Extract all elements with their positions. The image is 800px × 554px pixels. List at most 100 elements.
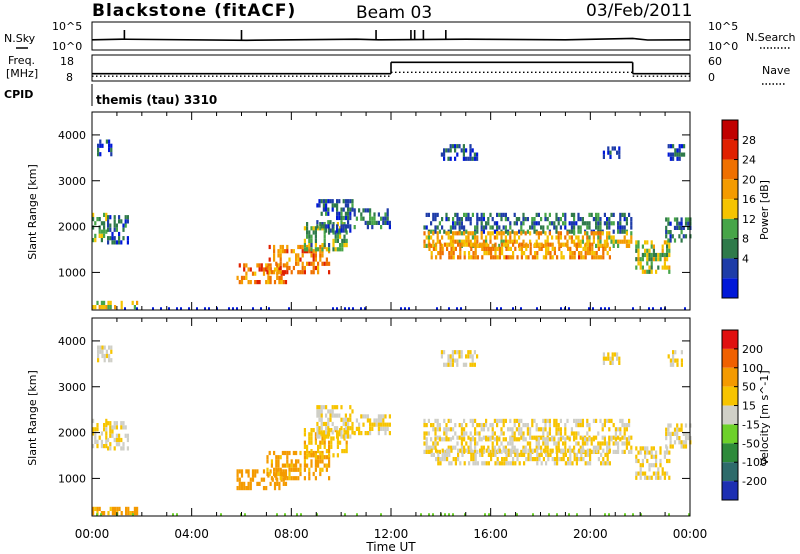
velocity-cell	[314, 453, 317, 458]
velocity-cell	[545, 452, 548, 457]
power-cell	[282, 263, 285, 268]
velocity-cell	[435, 448, 438, 453]
velocity-cell	[520, 452, 523, 457]
power-cell	[673, 217, 677, 222]
velocity-cell	[325, 455, 328, 460]
velocity-cell	[663, 450, 666, 455]
power-cell	[668, 252, 671, 258]
power-cell	[319, 222, 322, 227]
velocity-cell	[494, 452, 497, 457]
power-cell	[646, 248, 649, 253]
velocity-cell	[467, 350, 470, 355]
power-cell	[103, 221, 106, 226]
power-cell	[281, 249, 284, 254]
power-cell	[567, 246, 570, 251]
power-cell	[581, 217, 584, 222]
power-cell	[427, 231, 430, 236]
power-cell	[498, 225, 501, 230]
velocity-cell	[458, 423, 461, 428]
velocity-cell	[516, 457, 519, 462]
velocity-cell	[606, 449, 609, 454]
power-cell	[573, 225, 576, 230]
power-cell	[625, 217, 628, 222]
velocity-cell	[430, 448, 433, 453]
power-cell	[610, 221, 613, 226]
power-cell	[362, 216, 365, 221]
power-cell	[432, 231, 435, 236]
power-cell	[538, 246, 541, 251]
velocity-cell	[536, 457, 539, 462]
velocity-cell	[549, 448, 552, 453]
power-cell	[124, 219, 127, 224]
power-cell	[568, 307, 570, 311]
power-cell	[364, 220, 367, 225]
power-cell	[341, 238, 344, 243]
velocity-cell	[441, 448, 444, 453]
power-cell	[570, 225, 573, 230]
power-cell	[322, 199, 325, 204]
velocity-cell	[491, 431, 494, 436]
velocity-cell	[527, 452, 530, 457]
velocity-cell	[597, 441, 600, 446]
velocity-cell	[344, 417, 347, 422]
power-cell	[443, 152, 446, 157]
velocity-cell	[425, 431, 428, 436]
velocity-cell	[245, 469, 248, 474]
velocity-cell	[474, 441, 477, 446]
power-cell	[674, 152, 677, 157]
power-cell	[345, 243, 348, 248]
velocity-cell	[608, 441, 611, 446]
power-cell	[352, 307, 354, 311]
power-cell	[564, 225, 567, 230]
cpid-label: CPID	[4, 88, 33, 101]
velocity-cell	[303, 467, 306, 472]
velocity-cell	[557, 427, 560, 432]
power-cell	[434, 217, 437, 222]
velocity-cell	[449, 418, 452, 423]
velocity-cell	[282, 469, 285, 474]
power-cell	[666, 244, 669, 249]
power-cell	[672, 144, 675, 149]
power-region-9	[423, 212, 633, 234]
velocity-cell	[258, 481, 261, 486]
power-cell	[320, 199, 323, 204]
velocity-cell	[641, 446, 644, 451]
power-cell	[341, 247, 344, 252]
power-cell	[456, 239, 459, 244]
power-cell	[108, 147, 111, 153]
velocity-region-8	[353, 414, 391, 436]
velocity-cbar-tick-label-6: -100	[742, 456, 767, 469]
power-cell	[96, 217, 99, 222]
velocity-cell	[579, 435, 582, 440]
power-cell	[435, 255, 438, 260]
power-cell	[463, 242, 466, 247]
power-cell	[575, 235, 578, 240]
velocity-cell	[451, 350, 454, 355]
power-cell	[266, 265, 269, 271]
velocity-cell	[306, 449, 309, 454]
velocity-cell	[333, 413, 336, 418]
power-cell	[310, 234, 313, 239]
power-cell	[573, 242, 576, 247]
velocity-cell	[557, 423, 560, 428]
power-cell	[526, 217, 529, 222]
power-cell	[472, 255, 475, 260]
velocity-cell	[284, 463, 287, 468]
power-cell	[559, 217, 562, 222]
velocity-cell	[584, 461, 587, 466]
velocity-cell	[132, 513, 134, 517]
velocity-cell	[648, 450, 651, 455]
power-cell	[570, 235, 573, 240]
velocity-cell	[612, 423, 615, 428]
power-cell	[111, 236, 114, 241]
velocity-cell	[111, 425, 114, 430]
velocity-cell	[569, 448, 572, 453]
power-cell	[463, 212, 466, 217]
power-cell	[578, 251, 581, 256]
velocity-cell	[602, 352, 605, 357]
velocity-cell	[111, 429, 114, 434]
velocity-cell	[655, 463, 658, 468]
velocity-cell	[655, 450, 658, 455]
power-cell	[331, 207, 334, 212]
power-cell	[312, 261, 315, 266]
